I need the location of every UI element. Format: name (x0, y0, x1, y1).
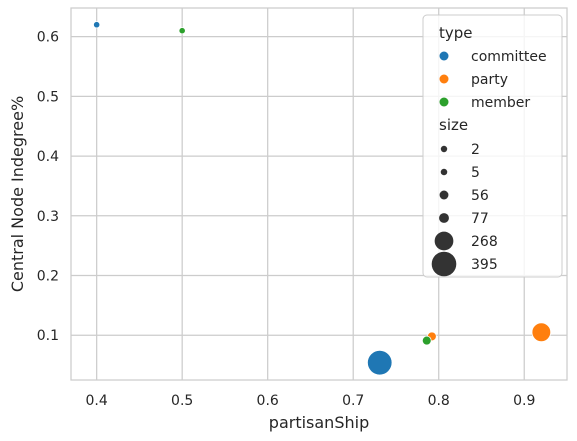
x-tick-label: 0.7 (342, 393, 364, 409)
data-point-committee (367, 349, 393, 376)
legend-size-label: 268 (471, 234, 498, 250)
legend-size-label: 5 (471, 165, 480, 181)
legend-marker-party (439, 74, 449, 84)
y-tick-label: 0.4 (37, 149, 59, 165)
y-tick-label: 0.6 (37, 30, 59, 46)
legend-size-marker (440, 168, 448, 176)
legend-size-marker (431, 251, 457, 277)
legend-title-size: size (439, 116, 468, 134)
y-tick-label: 0.2 (37, 269, 59, 285)
legend-label-member: member (471, 95, 530, 111)
legend-marker-member (439, 97, 449, 107)
legend-size-marker (439, 190, 449, 200)
data-point-member (421, 335, 432, 346)
legend-box (422, 14, 563, 278)
legend-marker-committee (439, 51, 449, 61)
legend-size-marker (434, 231, 454, 251)
x-tick-label: 0.4 (86, 393, 108, 409)
plot-area-frame (70, 7, 568, 381)
y-tick-label: 0.1 (37, 328, 59, 344)
legend-size-marker (440, 145, 448, 153)
y-tick-label: 0.5 (37, 89, 59, 105)
legend-title-type: type (439, 24, 473, 42)
legend-size-marker (439, 213, 449, 223)
legend-size-label: 2 (471, 142, 480, 158)
x-tick-label: 0.5 (171, 393, 193, 409)
x-tick-label: 0.6 (257, 393, 279, 409)
data-point-committee (93, 21, 101, 29)
x-tick-label: 0.9 (513, 393, 535, 409)
data-point-member (178, 27, 186, 35)
data-points (93, 21, 552, 376)
legend-size-label: 77 (471, 211, 489, 227)
data-point-party (531, 322, 552, 342)
legend-size-label: 56 (471, 188, 489, 204)
y-axis-label: Central Node Indegree% (8, 96, 27, 292)
x-tick-label: 0.8 (428, 393, 450, 409)
x-axis-label: partisanShip (269, 413, 369, 432)
legend-label-party: party (471, 72, 508, 88)
legend-label-committee: committee (471, 49, 547, 65)
tick-labels: 0.4 0.5 0.6 0.7 0.8 0.9 0.1 0.2 0.3 0.4 0.5 0.6 (37, 30, 536, 409)
y-tick-label: 0.3 (37, 209, 59, 225)
legend-size-label: 395 (471, 257, 498, 273)
